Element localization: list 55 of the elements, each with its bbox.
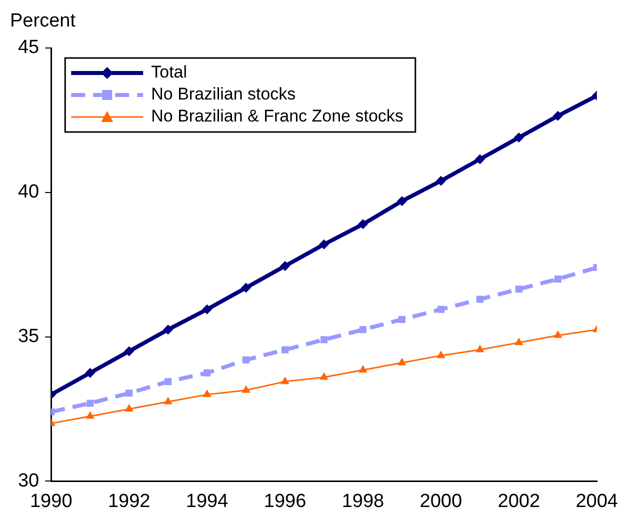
- point: [359, 326, 367, 334]
- point: [242, 385, 250, 393]
- point: [204, 369, 211, 376]
- point: [436, 176, 446, 186]
- point: [514, 132, 524, 143]
- point: [126, 390, 133, 397]
- point: [554, 330, 562, 338]
- x-tick-label: 1994: [186, 490, 229, 512]
- point: [436, 350, 446, 358]
- point: [437, 306, 444, 313]
- point: [320, 336, 328, 344]
- point: [554, 276, 562, 283]
- point: [85, 368, 96, 378]
- point: [164, 378, 172, 386]
- x-tick-label: 2002: [498, 490, 540, 512]
- point: [281, 346, 289, 354]
- point: [124, 346, 134, 356]
- point: [280, 376, 290, 384]
- y-tick-label: 35: [18, 326, 40, 348]
- point: [124, 404, 134, 412]
- y-tick-label: 45: [18, 37, 40, 58]
- point: [398, 358, 406, 366]
- point: [202, 304, 212, 314]
- point: [514, 338, 524, 346]
- y-axis-title: Percent: [10, 10, 76, 32]
- point: [202, 390, 212, 398]
- legend-label: No Brazilian stocks: [151, 84, 296, 104]
- x-tick-label: 2004: [576, 490, 618, 512]
- x-tick-label: 1996: [264, 490, 306, 512]
- y-tick-label: 40: [18, 182, 40, 203]
- point: [320, 372, 328, 380]
- point: [358, 219, 368, 230]
- legend-label: No Brazilian & Franc Zone stocks: [151, 106, 404, 126]
- point: [474, 154, 485, 164]
- point: [358, 365, 368, 373]
- legend-label: Total: [151, 62, 188, 82]
- point: [86, 400, 94, 407]
- x-tick-label: 1990: [30, 490, 72, 512]
- point: [398, 316, 406, 324]
- point: [515, 286, 522, 293]
- point: [476, 296, 484, 303]
- point: [86, 411, 94, 419]
- point: [241, 282, 252, 293]
- point: [552, 110, 563, 121]
- point: [280, 261, 290, 272]
- point: [476, 344, 484, 352]
- x-tick-label: 2000: [420, 490, 462, 512]
- point: [319, 239, 329, 250]
- point: [396, 196, 407, 206]
- y-tick-label: 30: [18, 470, 40, 492]
- point: [164, 396, 172, 404]
- x-tick-label: 1992: [108, 490, 150, 512]
- point: [163, 324, 174, 335]
- x-tick-label: 1998: [342, 490, 384, 512]
- point: [242, 356, 250, 364]
